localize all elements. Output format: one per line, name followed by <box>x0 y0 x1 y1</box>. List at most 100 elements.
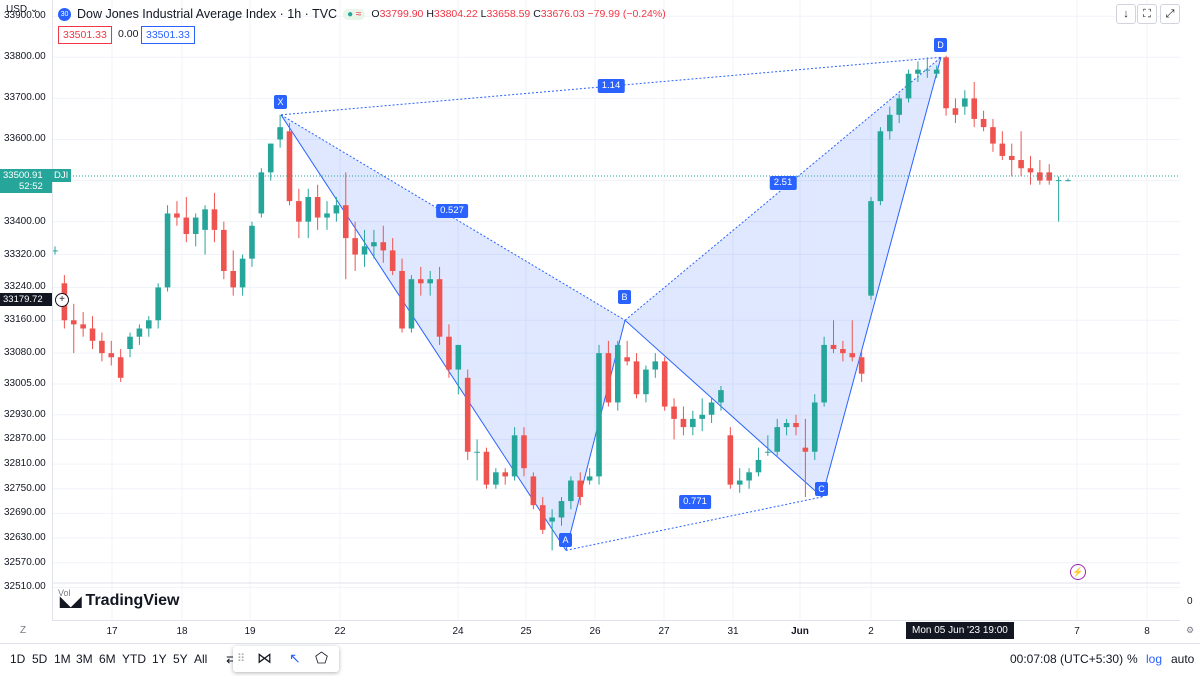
candle[interactable] <box>568 476 574 510</box>
candle[interactable] <box>108 340 115 366</box>
point-a-label[interactable]: A <box>559 533 572 547</box>
percent-toggle[interactable]: % <box>1127 652 1138 666</box>
candle[interactable] <box>840 340 846 362</box>
candle[interactable] <box>305 188 312 239</box>
candle[interactable] <box>474 439 480 481</box>
candle[interactable] <box>661 357 668 411</box>
candle[interactable] <box>905 69 912 103</box>
candle[interactable] <box>174 201 180 226</box>
candle[interactable] <box>680 406 687 436</box>
candle[interactable] <box>596 344 602 485</box>
candle[interactable] <box>530 472 537 510</box>
candle[interactable] <box>643 365 649 403</box>
candle[interactable] <box>624 340 630 366</box>
candle[interactable] <box>690 410 696 436</box>
candle[interactable] <box>164 205 171 292</box>
candle[interactable] <box>155 283 161 329</box>
add-alert-icon[interactable]: + <box>55 293 69 307</box>
candle[interactable] <box>802 418 809 497</box>
maximize-icon[interactable]: ⛶ <box>1137 4 1157 24</box>
arrow-down-icon[interactable]: ↓ <box>1116 4 1136 24</box>
candle[interactable] <box>361 229 368 267</box>
candle[interactable] <box>211 192 218 243</box>
ratio-ac-label[interactable]: 0.771 <box>679 495 711 509</box>
candle[interactable] <box>464 369 471 460</box>
candle[interactable] <box>399 258 405 333</box>
snapshot-icon[interactable]: ⤢ <box>1160 4 1180 24</box>
point-c-label[interactable]: C <box>815 482 828 496</box>
candle[interactable] <box>511 427 518 481</box>
market-status-icon[interactable]: ● ≈ <box>343 8 366 20</box>
candle[interactable] <box>549 509 555 551</box>
xabcd-pattern-tool-icon[interactable]: ⋈ <box>257 650 272 667</box>
candle[interactable] <box>877 127 884 206</box>
candle[interactable] <box>183 197 190 243</box>
candle[interactable] <box>774 418 781 456</box>
candle[interactable] <box>371 229 377 259</box>
candle[interactable] <box>952 98 959 124</box>
time-axis[interactable]: 17 18 19 22 24 25 26 27 31 Jun 2 7 8 <box>52 620 1180 643</box>
candle[interactable] <box>999 131 1006 161</box>
sell-price-input[interactable]: 33501.33 <box>141 26 195 44</box>
candle[interactable] <box>230 250 237 296</box>
candle[interactable] <box>80 312 86 337</box>
candle[interactable] <box>389 238 396 276</box>
candle[interactable] <box>483 447 490 489</box>
candle[interactable] <box>718 386 724 411</box>
candle[interactable] <box>990 118 996 152</box>
candle[interactable] <box>296 188 302 239</box>
point-d-label[interactable]: D <box>934 38 947 52</box>
candle[interactable] <box>333 197 340 222</box>
ratio-bd-label[interactable]: 2.51 <box>769 176 797 190</box>
scroll-right-icon[interactable]: ⚙ <box>1186 625 1195 635</box>
log-toggle[interactable]: log <box>1146 652 1163 666</box>
candle[interactable] <box>117 349 124 382</box>
candle[interactable] <box>380 225 387 263</box>
candle[interactable] <box>586 468 593 485</box>
ratio-xd-label[interactable]: 1.14 <box>597 79 625 93</box>
candle[interactable] <box>1046 164 1053 185</box>
timeframe-button[interactable]: 1M <box>54 652 71 666</box>
candle[interactable] <box>89 316 96 350</box>
polyline-tool-icon[interactable]: ⬠ <box>315 650 329 667</box>
candle[interactable] <box>192 213 199 247</box>
candle[interactable] <box>830 320 837 354</box>
symbol-title[interactable]: Dow Jones Industrial Average Index · 1h … <box>77 7 338 21</box>
buy-price-input[interactable]: 33501.33 <box>58 26 112 44</box>
candle[interactable] <box>418 266 424 296</box>
candle[interactable] <box>924 57 931 78</box>
candle[interactable] <box>1027 155 1034 185</box>
candle[interactable] <box>502 468 509 485</box>
candle[interactable] <box>943 55 949 116</box>
timeframe-button[interactable]: 3M <box>76 652 93 666</box>
candle[interactable] <box>962 90 968 115</box>
candle[interactable] <box>652 353 659 378</box>
ratio-xb-label[interactable]: 0.527 <box>436 204 468 218</box>
candle[interactable] <box>249 221 255 267</box>
candle[interactable] <box>671 398 677 440</box>
candle[interactable] <box>1055 176 1062 222</box>
candle[interactable] <box>896 94 902 124</box>
drag-handle-icon[interactable]: ⠿ <box>237 653 246 665</box>
candle[interactable] <box>267 143 274 181</box>
candle[interactable] <box>239 254 246 296</box>
candle[interactable] <box>765 435 771 456</box>
timeframe-button[interactable]: 5Y <box>173 652 188 666</box>
candle[interactable] <box>314 184 321 230</box>
candle[interactable] <box>145 316 152 337</box>
candle[interactable] <box>727 427 734 489</box>
candle[interactable] <box>455 344 462 395</box>
candle[interactable] <box>1018 131 1024 177</box>
candle[interactable] <box>52 246 58 255</box>
candle[interactable] <box>202 205 208 255</box>
candle[interactable] <box>980 110 987 132</box>
timeframe-button[interactable]: YTD <box>122 652 146 666</box>
candle[interactable] <box>70 303 77 354</box>
timeframe-button[interactable]: All <box>194 652 208 666</box>
point-x-label[interactable]: X <box>274 95 287 109</box>
price-axis[interactable]: 33900.0033800.0033700.0033600.0033500.00… <box>0 0 53 620</box>
candle[interactable] <box>858 349 865 382</box>
candle[interactable] <box>1008 143 1015 177</box>
candle[interactable] <box>577 472 584 506</box>
candle[interactable] <box>793 414 799 436</box>
